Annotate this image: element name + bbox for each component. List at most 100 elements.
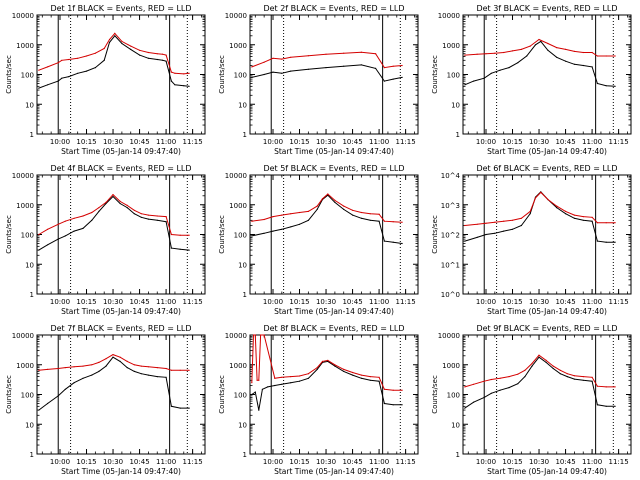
data-point xyxy=(254,391,256,393)
chart-panel: Det 4f BLACK = Events, RED = LLD 1 10 100 10… xyxy=(5,164,206,316)
y-tick-label: 10 xyxy=(238,101,247,109)
data-point xyxy=(307,377,309,379)
x-axis-label: Start Time (05-Jan-14 09:47:40) xyxy=(61,147,181,156)
y-tick-label: 10 xyxy=(25,421,34,429)
data-point xyxy=(165,216,167,218)
data-point xyxy=(61,77,63,79)
x-tick-label: 10:30 xyxy=(316,298,336,306)
x-tick-label: 11:15 xyxy=(183,298,203,306)
data-point xyxy=(156,215,158,217)
data-point xyxy=(614,85,616,87)
plot-frame xyxy=(462,334,632,455)
data-point xyxy=(517,62,519,64)
chart-title: Det 5f BLACK = Events, RED = LLD xyxy=(263,164,404,173)
data-point xyxy=(140,213,142,215)
y-axis-label: Counts/sec xyxy=(218,55,226,94)
data-point xyxy=(38,369,40,371)
y-tick-label: 100 xyxy=(234,72,247,80)
y-axis-label: Counts/sec xyxy=(218,375,226,414)
data-point xyxy=(490,378,492,381)
data-point xyxy=(64,367,66,369)
data-point xyxy=(566,376,568,378)
plot-frame xyxy=(36,334,206,455)
data-point xyxy=(91,374,93,376)
series-line-lld xyxy=(464,38,616,57)
data-point xyxy=(538,356,540,358)
data-point xyxy=(360,51,362,53)
data-point xyxy=(526,55,528,57)
data-point xyxy=(140,373,142,375)
data-point xyxy=(179,248,181,250)
data-point xyxy=(47,244,49,246)
data-point xyxy=(147,366,149,368)
data-point xyxy=(401,221,403,223)
data-point xyxy=(112,194,114,196)
x-tick-label: 10:00 xyxy=(476,458,496,466)
data-point xyxy=(360,377,362,379)
y-tick-label: 10^1 xyxy=(441,261,460,269)
data-point xyxy=(174,72,176,74)
series-line-lld xyxy=(464,354,616,388)
data-point xyxy=(307,210,309,212)
data-point xyxy=(321,360,324,362)
series-line-lld xyxy=(38,354,190,371)
data-point xyxy=(360,374,362,376)
x-tick-label: 11:15 xyxy=(396,138,416,146)
series-line-events xyxy=(464,40,616,87)
data-point xyxy=(47,84,49,86)
data-point xyxy=(552,365,554,367)
data-point xyxy=(272,216,274,218)
data-point xyxy=(321,198,324,200)
data-point xyxy=(494,232,496,234)
x-tick-label: 10:00 xyxy=(50,298,70,306)
data-point xyxy=(556,56,558,58)
data-point xyxy=(183,85,185,87)
x-tick-label: 11:00 xyxy=(369,458,389,466)
chart-title: Det 1f BLACK = Events, RED = LLD xyxy=(50,4,191,13)
data-point xyxy=(559,369,561,371)
x-tick-label: 10:00 xyxy=(263,138,283,146)
y-tick-label: 100 xyxy=(234,392,247,400)
data-point xyxy=(582,51,584,54)
data-point xyxy=(483,380,485,382)
data-point xyxy=(383,67,385,69)
data-point xyxy=(596,222,599,224)
data-point xyxy=(119,356,121,358)
series-line-events xyxy=(38,195,190,251)
data-point xyxy=(582,376,584,378)
x-tick-label: 10:00 xyxy=(50,458,70,466)
y-tick-label: 10000 xyxy=(225,332,247,340)
x-tick-label: 10:30 xyxy=(103,458,123,466)
data-point xyxy=(540,40,542,43)
data-point xyxy=(290,376,292,378)
data-point xyxy=(251,76,253,78)
x-tick-label: 10:45 xyxy=(129,298,149,306)
data-point xyxy=(378,376,380,378)
data-point xyxy=(401,64,403,67)
data-point xyxy=(258,409,260,411)
y-tick-label: 1 xyxy=(243,131,247,139)
data-point xyxy=(605,405,607,407)
data-point xyxy=(85,70,88,72)
data-point xyxy=(85,55,88,57)
data-point xyxy=(334,364,336,366)
data-point xyxy=(591,216,593,218)
y-tick-label: 100 xyxy=(21,72,34,80)
data-point xyxy=(401,242,403,245)
y-tick-label: 10000 xyxy=(225,172,247,180)
data-point xyxy=(290,56,292,58)
data-point xyxy=(274,384,276,387)
data-point xyxy=(162,59,164,61)
data-point xyxy=(392,404,394,406)
y-tick-label: 1 xyxy=(30,451,34,459)
data-point xyxy=(112,354,114,356)
data-point xyxy=(573,217,576,219)
data-point xyxy=(73,230,75,232)
data-point xyxy=(614,241,616,243)
data-point xyxy=(68,58,70,61)
data-point xyxy=(38,69,40,71)
data-point xyxy=(605,222,607,224)
data-point xyxy=(64,235,66,237)
data-point xyxy=(531,365,533,367)
data-point xyxy=(605,241,607,243)
